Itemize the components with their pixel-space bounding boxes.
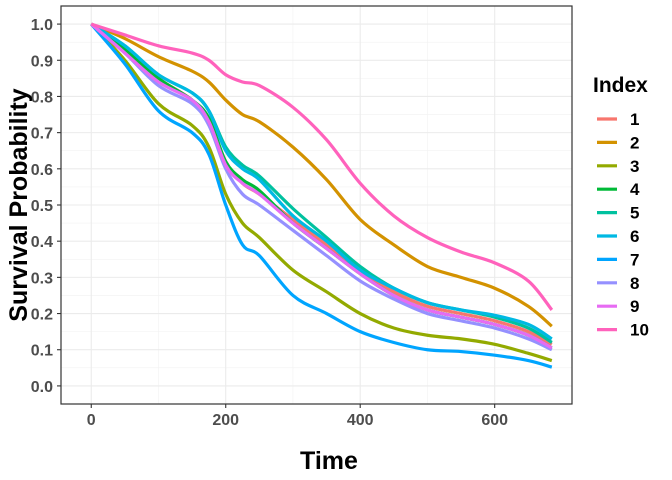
legend-label-3: 3 (630, 157, 639, 176)
legend-label-1: 1 (630, 110, 639, 129)
y-tick-label: 0.0 (31, 379, 53, 396)
legend-label-4: 4 (630, 180, 640, 199)
y-tick-label: 0.8 (31, 89, 53, 106)
y-tick-label: 0.6 (31, 162, 53, 179)
y-tick-label: 0.9 (31, 53, 53, 70)
series-line-10 (90, 22, 554, 311)
y-axis-title: Survival Probability (5, 88, 33, 322)
series-line-8 (90, 22, 553, 352)
x-tick-label: 400 (347, 412, 374, 429)
series-line-3 (90, 23, 553, 363)
x-axis-title: Time (300, 447, 358, 475)
y-tick-label: 0.3 (31, 270, 53, 287)
series-line-2 (90, 22, 553, 328)
legend-label-10: 10 (630, 321, 649, 340)
legend-title: Index (593, 74, 648, 97)
x-tick-label: 0 (87, 412, 96, 429)
y-tick-label: 0.2 (31, 307, 53, 324)
axis-ticks: 0 200 400 600 0.0 0.1 0.2 0.3 0.4 0.5 0.6 0.7 0.8 0.9… (31, 17, 508, 429)
series-line-7 (90, 23, 553, 369)
legend-label-7: 7 (630, 250, 639, 269)
legend-label-9: 9 (630, 297, 639, 316)
x-tick-label: 200 (212, 412, 239, 429)
x-tick-label: 600 (481, 412, 508, 429)
legend-label-8: 8 (630, 274, 639, 293)
y-tick-label: 0.5 (31, 198, 53, 215)
legend-label-2: 2 (630, 133, 639, 152)
y-tick-label: 0.4 (31, 234, 53, 251)
y-tick-label: 0.1 (31, 343, 53, 360)
y-tick-label: 0.7 (31, 126, 53, 143)
legend-label-5: 5 (630, 204, 639, 223)
y-tick-label: 1.0 (31, 17, 53, 34)
series-lines (90, 22, 554, 369)
legend-label-6: 6 (630, 227, 639, 246)
legend: Index 1 2 3 4 5 6 7 8 9 10 (593, 74, 649, 340)
series-line-6 (90, 22, 553, 341)
series-line-9 (90, 22, 553, 350)
